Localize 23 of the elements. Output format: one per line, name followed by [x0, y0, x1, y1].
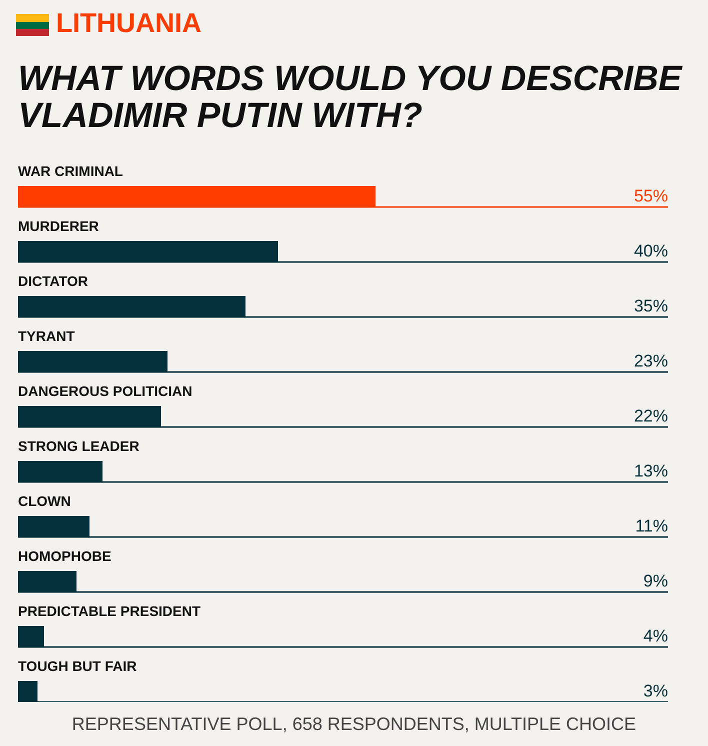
y-tick-label: DICTATOR	[18, 273, 88, 289]
data-label: 4%	[643, 626, 668, 646]
data-label: 23%	[634, 352, 668, 370]
data-label: 11%	[635, 516, 668, 536]
chart-subtitle: WHAT WORDS WOULD YOU DESCRIBE VLADIMIR PUTIN WITH?	[18, 59, 684, 135]
data-label: 22%	[634, 406, 668, 426]
data-label: 9%	[643, 572, 668, 590]
data-label: 35%	[634, 296, 668, 316]
data-label: 40%	[634, 242, 668, 260]
y-tick-label: CLOWN	[18, 493, 71, 509]
y-tick-label: WAR CRIMINAL	[18, 163, 124, 179]
y-tick-label: MURDERER	[18, 218, 99, 234]
y-tick-label: PREDICTABLE PRESIDENT	[18, 603, 201, 619]
y-tick-label: HOMOPHOBE	[18, 548, 112, 564]
data-label: 3%	[643, 682, 668, 700]
chart-title: LITHUANIA	[56, 8, 202, 39]
y-tick-label: STRONG LEADER	[18, 438, 140, 454]
annotation: REPRESENTATIVE POLL, 658 RESPONDENTS, MULTIPLE CHOICE	[70, 714, 638, 735]
y-tick-label: TYRANT	[18, 328, 76, 344]
y-tick-label: DANGEROUS POLITICIAN	[18, 383, 192, 399]
data-label: 55%	[634, 186, 668, 206]
data-label: 13%	[634, 462, 668, 480]
y-tick-label: TOUGH BUT FAIR	[18, 658, 137, 674]
